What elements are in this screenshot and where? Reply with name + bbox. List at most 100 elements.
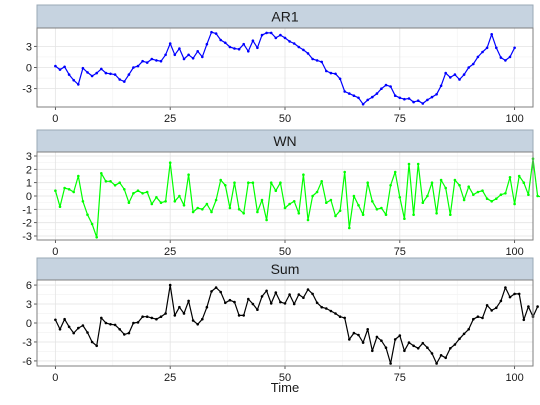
sum-point: [219, 290, 222, 294]
ar1-point: [467, 66, 471, 69]
sum-point: [412, 344, 415, 348]
ar1-point: [366, 98, 370, 102]
wn-point: [435, 212, 438, 215]
wn-point: [361, 213, 365, 216]
wn-point: [173, 200, 177, 203]
ar1-point: [269, 31, 273, 35]
sum-point: [67, 325, 71, 329]
sum-point: [251, 302, 255, 306]
sum-x-tick-label: 25: [164, 372, 176, 384]
wn-point: [527, 193, 530, 196]
ar1-point: [136, 64, 140, 68]
sum-point: [187, 299, 190, 303]
ar1-point: [256, 46, 259, 50]
wn-point: [95, 236, 98, 239]
wn-point: [292, 200, 296, 203]
ar1-point: [86, 71, 89, 74]
wn-point: [412, 213, 415, 216]
sum-point: [453, 343, 457, 346]
wn-point: [228, 206, 232, 210]
ar1-point: [449, 76, 452, 79]
sum-point: [338, 315, 342, 319]
wn-point: [155, 196, 158, 199]
ar1-point: [416, 99, 420, 102]
wn-point: [214, 198, 218, 202]
sum-point: [150, 316, 154, 320]
sum-point: [201, 317, 204, 321]
wn-point: [191, 210, 195, 214]
sum-point: [375, 335, 379, 339]
sum-point: [178, 305, 181, 309]
ar1-point: [54, 64, 57, 68]
wn-point: [453, 178, 457, 182]
ar1-point: [132, 66, 135, 69]
ar1-point: [361, 102, 365, 106]
wn-point: [274, 189, 278, 192]
ar1-point: [371, 95, 374, 99]
wn-point: [343, 170, 347, 174]
wn-point: [288, 202, 291, 206]
sum-point: [265, 289, 268, 293]
ar1-point: [343, 90, 347, 93]
wn-point: [389, 184, 392, 187]
wn-point: [462, 198, 466, 202]
sum-y-tick-label: -6: [22, 356, 32, 368]
sum-series-line: [54, 284, 539, 365]
sum-x-tick-label: 50: [279, 372, 291, 384]
wn-y-tick-label: 1: [26, 178, 32, 190]
ar1-point: [155, 59, 158, 62]
wn-point: [104, 180, 108, 183]
sum-point: [403, 349, 406, 353]
sum-point: [371, 349, 374, 353]
ar1-point: [439, 84, 443, 88]
ar1-panel-border: [36, 27, 534, 108]
sum-point: [237, 314, 241, 317]
wn-point: [499, 193, 503, 196]
wn-point: [315, 190, 319, 194]
sum-point: [297, 293, 301, 296]
sum-point: [485, 304, 489, 307]
sum-point: [228, 298, 232, 302]
wn-y-tick-label: 2: [26, 164, 32, 176]
ar1-point: [210, 30, 213, 34]
wn-y-tick-label: -3: [22, 231, 32, 243]
wn-point: [196, 206, 199, 210]
ar1-y-tick-label: -3: [22, 84, 32, 96]
ar1-point: [481, 50, 484, 54]
wn-point: [205, 202, 209, 206]
ar1-point: [90, 74, 94, 78]
wn-point: [251, 181, 255, 184]
sum-point: [393, 338, 397, 341]
ar1-point: [109, 72, 112, 76]
ar1-point: [224, 41, 227, 45]
sum-point: [279, 300, 282, 304]
ar1-point: [127, 73, 131, 76]
ar1-point: [453, 73, 457, 76]
sum-point: [210, 290, 213, 293]
wn-point: [357, 204, 360, 207]
wn-point: [256, 210, 259, 214]
wn-point: [219, 178, 222, 182]
wn-point: [237, 208, 241, 211]
wn-point: [348, 226, 351, 230]
wn-point: [352, 194, 356, 198]
sum-point: [155, 317, 158, 321]
wn-point: [182, 204, 186, 207]
sum-point: [416, 347, 420, 350]
ar1-point: [435, 93, 438, 96]
sum-point: [467, 328, 471, 331]
wn-point: [430, 181, 434, 184]
ar1-x-tick-label: 50: [279, 113, 291, 125]
wn-point: [426, 194, 429, 198]
wn-point: [393, 170, 397, 174]
ar1-point: [320, 60, 324, 64]
ar1-point: [205, 42, 209, 46]
ar1-point: [297, 45, 301, 49]
ar1-point: [403, 97, 406, 101]
ar1-point: [173, 53, 177, 57]
sum-point: [334, 312, 337, 315]
wn-point: [210, 210, 213, 214]
sum-point: [426, 346, 429, 350]
